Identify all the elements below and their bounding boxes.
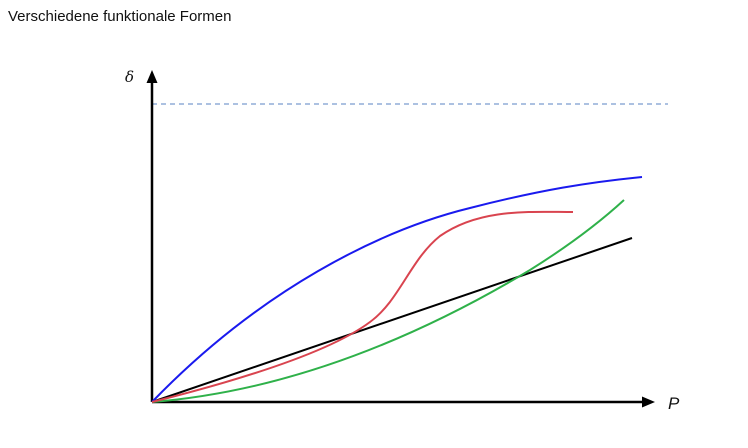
x-axis-arrowhead — [642, 396, 655, 408]
y-axis-label: δ — [125, 68, 134, 86]
concave-curve — [151, 176, 643, 403]
x-axis-label: P — [668, 394, 680, 413]
linear-curve — [151, 237, 633, 403]
diagram-title: Verschiedene funktionale Formen — [8, 8, 232, 25]
convex-curve — [151, 199, 625, 403]
sigmoid-curve — [151, 210, 574, 403]
y-axis-arrowhead — [146, 70, 158, 83]
